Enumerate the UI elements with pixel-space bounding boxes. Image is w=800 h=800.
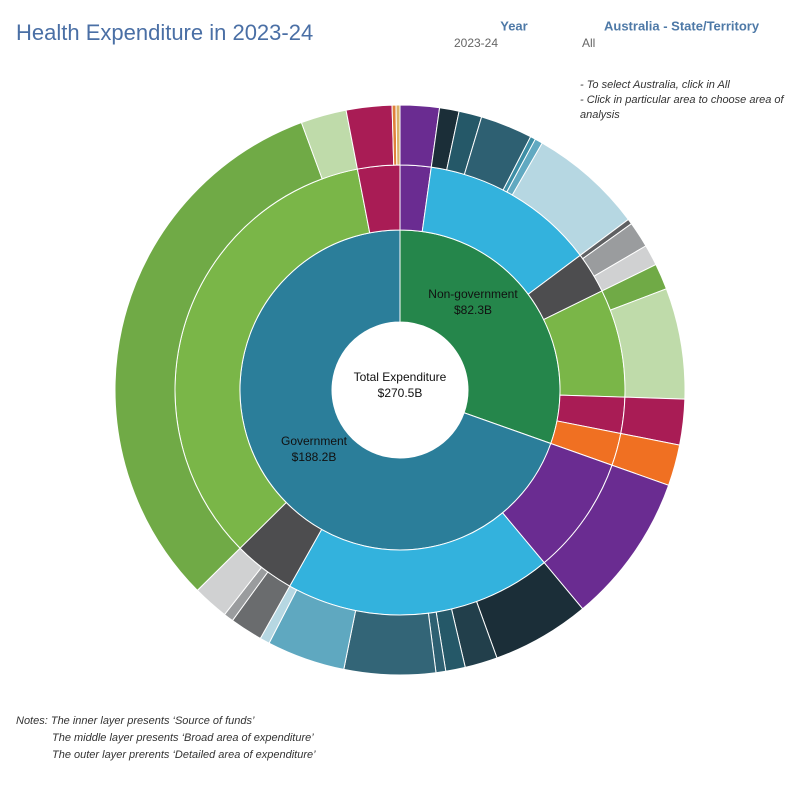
detail-segment[interactable] — [114, 121, 323, 592]
segment-value: $188.2B — [292, 450, 337, 464]
chart-title: Health Expenditure in 2023-24 — [16, 20, 313, 45]
segment-value: $82.3B — [454, 303, 492, 317]
instruction: - Click in particular area to choose are… — [580, 94, 785, 106]
region-filter-label: Australia - State/Territory — [604, 18, 760, 33]
segment-label: Non-government — [428, 287, 518, 301]
center-label: Total Expenditure — [354, 370, 447, 384]
center-hole — [332, 322, 468, 458]
note: The outer layer prerents ‘Detailed area … — [52, 749, 316, 761]
sunburst — [114, 104, 686, 676]
note: The middle layer presents ‘Broad area of… — [52, 732, 314, 744]
detail-segment[interactable] — [395, 104, 401, 166]
year-filter-value[interactable]: 2023-24 — [454, 36, 498, 50]
instruction: - To select Australia, click in All — [580, 79, 730, 91]
instruction: analysis — [580, 109, 620, 121]
detail-segment[interactable] — [343, 609, 437, 676]
center-value: $270.5B — [378, 386, 423, 400]
year-filter-label: Year — [500, 18, 527, 33]
note: Notes: The inner layer presents ‘Source … — [16, 715, 255, 727]
region-filter-value[interactable]: All — [582, 36, 595, 50]
segment-label: Government — [281, 434, 348, 448]
